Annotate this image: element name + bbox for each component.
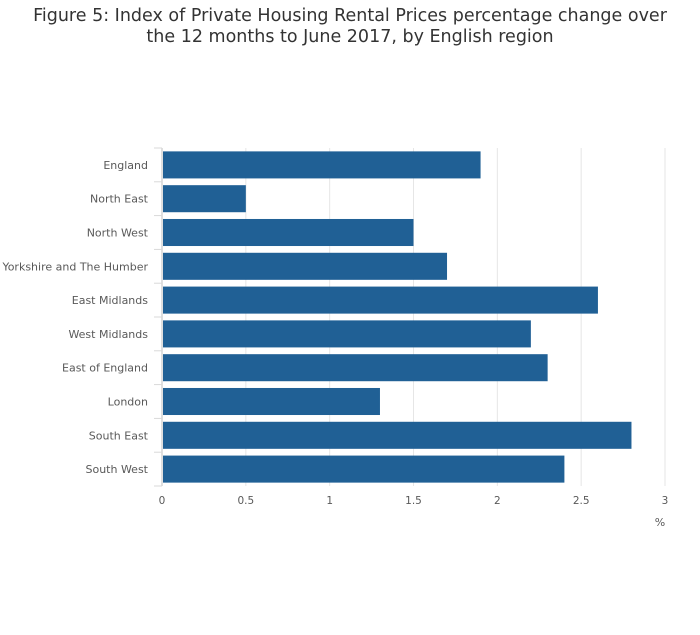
x-tick-label: 1: [326, 495, 333, 507]
category-label: West Midlands: [68, 328, 148, 341]
bar-north-east[interactable]: [163, 185, 246, 213]
tick-labels: 0 0.5 1 1.5 2 2.5 3 England North East North West…: [1, 159, 668, 529]
chart-title: Figure 5: Index of Private Housing Renta…: [33, 6, 667, 47]
bar-south-east[interactable]: [163, 421, 632, 449]
category-label: London: [108, 396, 148, 409]
bars: [163, 151, 632, 483]
bar-east-of-england[interactable]: [163, 354, 548, 382]
category-label: East Midlands: [72, 294, 149, 307]
category-label: South East: [89, 429, 149, 442]
category-label: Yorkshire and The Humber: [1, 260, 148, 273]
bar-england[interactable]: [163, 151, 481, 179]
bar-yorkshire-and-the-humber[interactable]: [163, 252, 448, 280]
x-axis-label: %: [655, 516, 665, 529]
bar-west-midlands[interactable]: [163, 320, 531, 348]
bar-north-west[interactable]: [163, 218, 414, 247]
axes: [154, 147, 163, 487]
bar-east-midlands[interactable]: [163, 286, 598, 314]
x-tick-label: 2.5: [573, 495, 590, 507]
category-label: England: [103, 159, 148, 172]
bar-south-west[interactable]: [163, 455, 565, 483]
category-label: South West: [85, 463, 148, 476]
x-tick-label: 0: [159, 495, 166, 507]
bar-london[interactable]: [163, 387, 380, 416]
x-tick-label: 1.5: [405, 495, 422, 507]
x-tick-label: 2: [494, 495, 501, 507]
x-tick-label: 3: [662, 495, 669, 507]
x-tick-label: 0.5: [237, 495, 254, 507]
category-label: North West: [87, 227, 149, 240]
category-label: East of England: [62, 362, 148, 375]
category-label: North East: [90, 193, 149, 206]
